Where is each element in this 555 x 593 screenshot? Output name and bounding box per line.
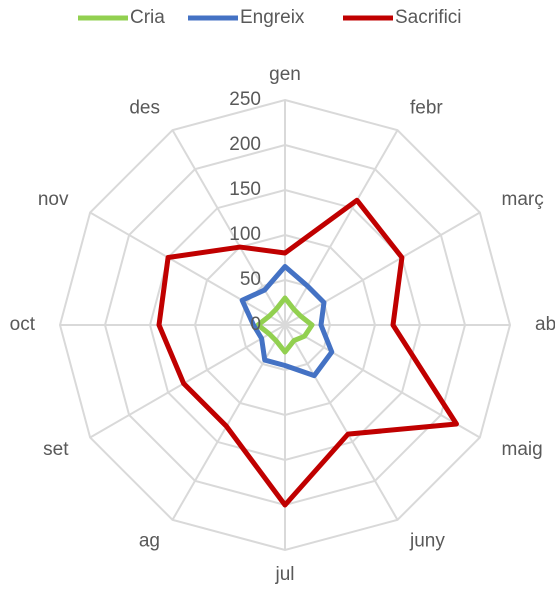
r-tick-label: 150 — [229, 179, 261, 200]
spoke — [89, 324, 286, 439]
category-label: ag — [139, 531, 160, 552]
series-line — [156, 197, 459, 508]
spoke — [284, 324, 399, 521]
spoke — [171, 129, 286, 326]
r-tick-label: 100 — [229, 224, 261, 245]
category-label: jul — [274, 564, 294, 585]
category-label: nov — [38, 189, 69, 210]
category-label: set — [43, 439, 69, 460]
category-label: juny — [409, 531, 445, 552]
category-label: març — [502, 189, 544, 210]
category-label: abr — [535, 314, 555, 335]
category-label: des — [129, 98, 160, 119]
series-line — [255, 295, 315, 355]
legend-label: Sacrifici — [395, 7, 462, 28]
series-line — [239, 264, 335, 379]
spoke — [284, 129, 399, 326]
r-tick-label: 50 — [240, 269, 261, 290]
category-label: oct — [10, 314, 36, 335]
spoke — [284, 324, 481, 439]
r-tick-label: 200 — [229, 134, 261, 155]
category-label: febr — [410, 98, 443, 119]
r-tick-label: 250 — [229, 89, 261, 110]
legend-label: Engreix — [240, 7, 305, 28]
legend-label: Cria — [130, 7, 165, 28]
spoke — [284, 211, 481, 326]
r-tick-label: 0 — [250, 314, 261, 335]
spoke — [89, 211, 286, 326]
category-label: maig — [502, 439, 543, 460]
category-label: gen — [269, 64, 301, 85]
